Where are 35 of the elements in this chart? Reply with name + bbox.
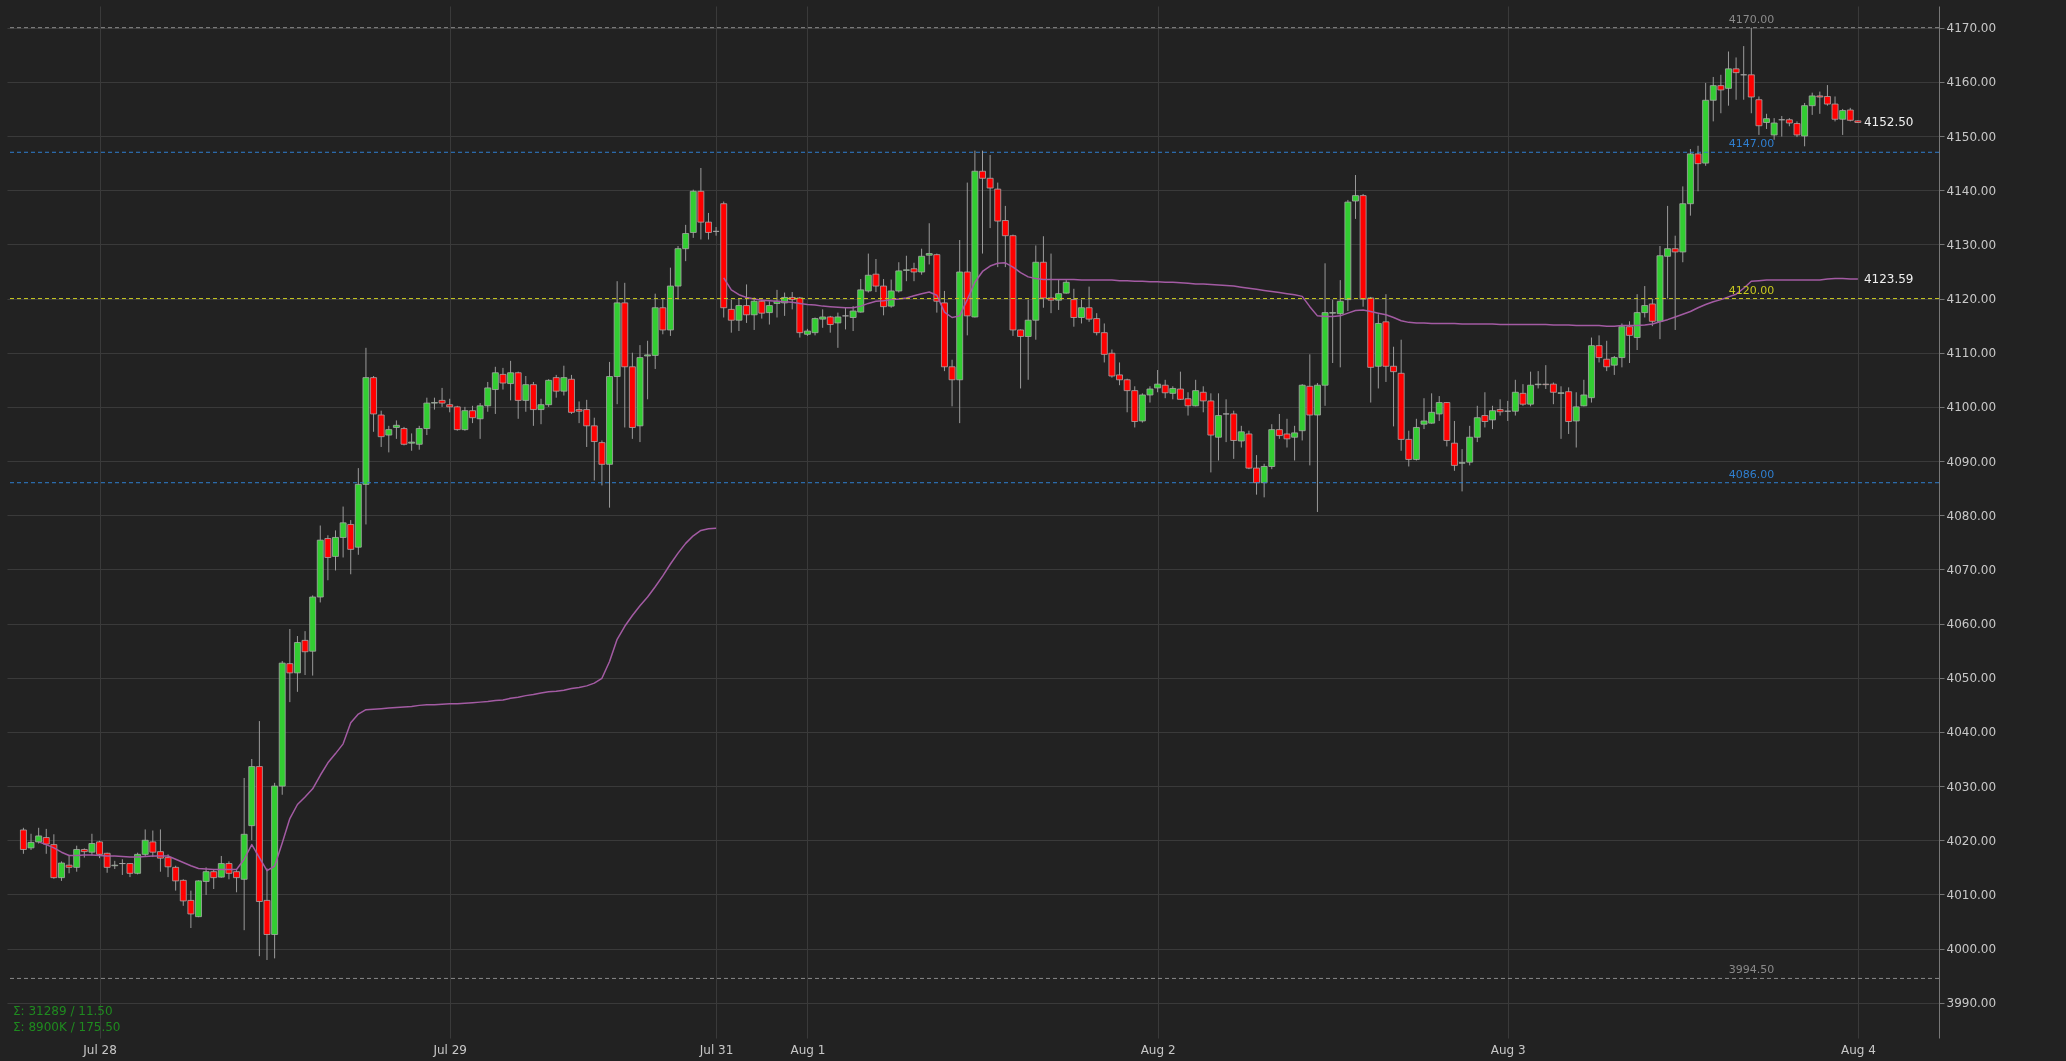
x-tick-label: Aug 2 [1140, 1042, 1176, 1057]
y-tick-label: 4010.00 [1946, 887, 1997, 902]
ref-line-label: 3994.50 [1728, 963, 1775, 977]
x-tick-label: Aug 3 [1490, 1042, 1526, 1057]
y-tick-label: 4170.00 [1946, 21, 1997, 36]
y-tick-label: 4080.00 [1946, 508, 1997, 523]
y-tick-label: 4140.00 [1946, 183, 1997, 198]
y-tick-label: 4110.00 [1946, 346, 1997, 361]
y-tick-label: 4050.00 [1946, 671, 1997, 686]
annotation: 4123.59 [1863, 272, 1914, 287]
ref-line-label: 4147.00 [1728, 137, 1775, 151]
y-tick-label: 4100.00 [1946, 400, 1997, 415]
y-tick-label: 4130.00 [1946, 237, 1997, 252]
y-tick-label: 4070.00 [1946, 562, 1997, 577]
annotation: 4152.50 [1863, 115, 1914, 130]
y-tick-label: 4120.00 [1946, 292, 1997, 307]
y-tick-label: 4090.00 [1946, 454, 1997, 469]
annotation: Σ: 31289 / 11.50 [13, 1004, 113, 1018]
y-tick-label: 4060.00 [1946, 617, 1997, 632]
y-tick-label: 4030.00 [1946, 779, 1997, 794]
y-tick-label: 4160.00 [1946, 75, 1997, 90]
candlestick [393, 419, 400, 440]
x-tick-label: Jul 31 [698, 1042, 734, 1057]
x-tick-label: Aug 4 [1840, 1042, 1876, 1057]
annotation: Σ: 8900K / 175.50 [13, 1020, 121, 1034]
y-tick-label: 4040.00 [1946, 725, 1997, 740]
x-tick-label: Jul 28 [82, 1042, 117, 1057]
y-tick-label: 4150.00 [1946, 129, 1997, 144]
y-tick-label: 4000.00 [1946, 942, 1997, 957]
y-tick-label: 3990.00 [1946, 996, 1997, 1011]
x-tick-label: Jul 29 [432, 1042, 467, 1057]
ref-line-label: 4086.00 [1728, 467, 1775, 481]
y-tick-label: 4020.00 [1946, 833, 1997, 848]
x-tick-label: Aug 1 [790, 1042, 826, 1057]
ref-line-label: 4170.00 [1728, 12, 1775, 26]
